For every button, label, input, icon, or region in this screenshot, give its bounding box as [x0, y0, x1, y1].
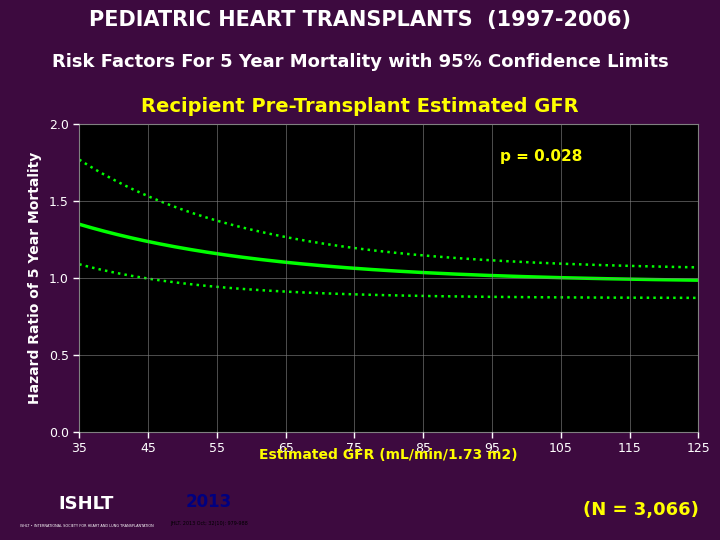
Text: ISHLT • INTERNATIONAL SOCIETY FOR HEART AND LUNG TRANSPLANTATION: ISHLT • INTERNATIONAL SOCIETY FOR HEART … — [19, 524, 153, 528]
Text: 2013: 2013 — [186, 492, 232, 510]
Text: Estimated GFR (mL/min/1.73 m2): Estimated GFR (mL/min/1.73 m2) — [259, 448, 518, 462]
Text: p = 0.028: p = 0.028 — [500, 149, 582, 164]
Text: (N = 3,066): (N = 3,066) — [582, 501, 698, 519]
Text: Recipient Pre-Transplant Estimated GFR: Recipient Pre-Transplant Estimated GFR — [141, 97, 579, 117]
Text: PEDIATRIC HEART TRANSPLANTS  (1997-2006): PEDIATRIC HEART TRANSPLANTS (1997-2006) — [89, 10, 631, 30]
Y-axis label: Hazard Ratio of 5 Year Mortality: Hazard Ratio of 5 Year Mortality — [28, 152, 42, 404]
Text: JHLT. 2013 Oct; 32(10): 979-988: JHLT. 2013 Oct; 32(10): 979-988 — [170, 522, 248, 526]
Text: Risk Factors For 5 Year Mortality with 95% Confidence Limits: Risk Factors For 5 Year Mortality with 9… — [52, 53, 668, 71]
Text: ISHLT: ISHLT — [59, 496, 114, 514]
